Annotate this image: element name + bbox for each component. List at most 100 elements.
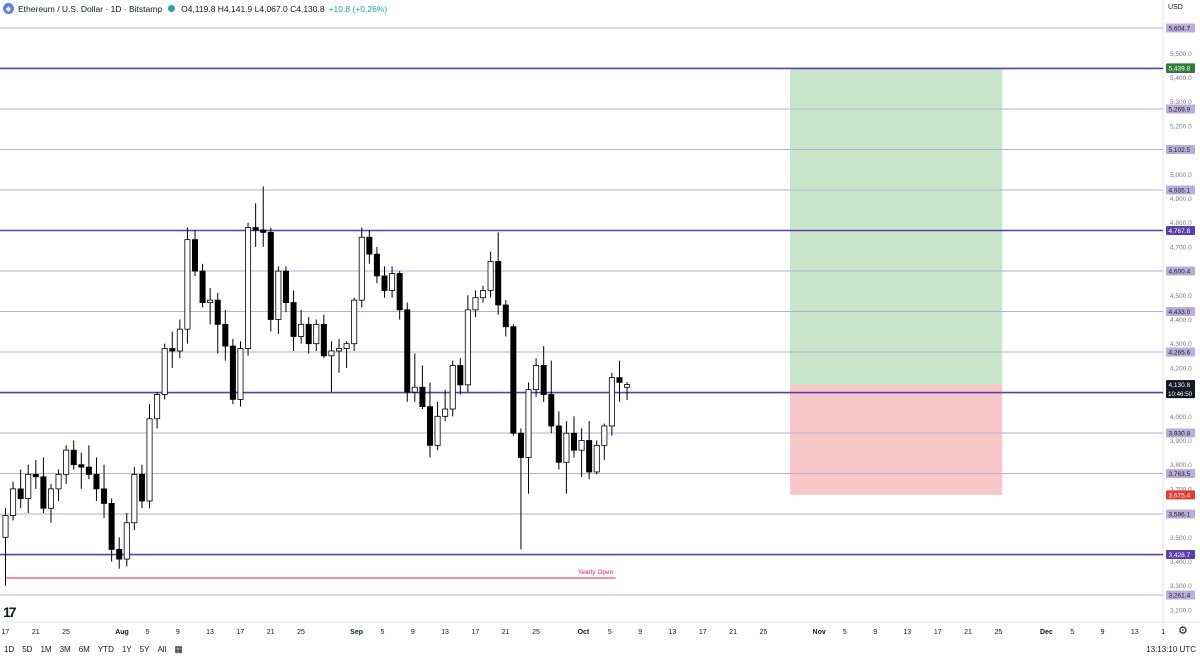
- candle-body: [199, 270, 206, 303]
- price-tick-label: 3,500.0: [1170, 535, 1192, 542]
- time-tick-label: 21: [32, 629, 40, 636]
- target-zone: [790, 67, 1003, 385]
- timeframe-5y[interactable]: 5Y: [139, 644, 150, 654]
- time-tick-label: 25: [532, 629, 540, 636]
- level-tag: [1166, 550, 1195, 560]
- symbol-header: ◆ Ethereum / U.S. Dollar · 1D · Bitstamp…: [0, 0, 1163, 17]
- time-tick-label: 5: [843, 629, 847, 636]
- candle-body: [17, 488, 24, 499]
- candle-body: [548, 394, 555, 427]
- candle-body: [93, 473, 100, 490]
- candle-body: [358, 236, 365, 301]
- candle-body: [40, 476, 47, 509]
- candle-body: [442, 408, 449, 417]
- candle-body: [525, 389, 532, 458]
- currency-label[interactable]: USD: [1168, 4, 1183, 11]
- price-tag: [1166, 490, 1195, 500]
- candle-body: [533, 365, 540, 391]
- level-tag: [1166, 23, 1195, 33]
- candle-body: [419, 386, 426, 408]
- symbol-title[interactable]: Ethereum / U.S. Dollar · 1D · Bitstamp: [18, 3, 163, 14]
- level-tag: [1166, 307, 1195, 317]
- level-tag-label: 3,930.8: [1169, 431, 1191, 438]
- level-tag-label: 5,604.7: [1169, 25, 1191, 32]
- candle-body: [608, 377, 615, 427]
- candle-body: [146, 418, 153, 502]
- candle-body: [101, 488, 108, 504]
- candle-body: [389, 273, 396, 291]
- time-tick-label: 9: [411, 629, 415, 636]
- price-tick-label: 4,400.0: [1170, 317, 1192, 324]
- level-tag-label: 5,102.5: [1169, 147, 1191, 154]
- timeframe-6m[interactable]: 6M: [78, 644, 90, 654]
- time-tick-label: Sep: [350, 629, 363, 636]
- timeframe-3m[interactable]: 3M: [59, 644, 71, 654]
- candle-body: [267, 231, 274, 320]
- timeframe-ytd[interactable]: YTD: [97, 644, 114, 654]
- candle-body: [191, 239, 198, 272]
- candle-body: [123, 522, 130, 560]
- level-tag-label: 3,428.7: [1169, 552, 1191, 559]
- timeframe-1m[interactable]: 1M: [40, 644, 52, 654]
- price-tick-label: 4,800.0: [1170, 220, 1192, 227]
- gear-icon[interactable]: ⚙: [1178, 625, 1188, 637]
- level-tag-label: 4,600.4: [1169, 269, 1191, 276]
- candle-body: [464, 309, 471, 386]
- utc-clock[interactable]: 13:13:10 UTC: [1146, 644, 1196, 654]
- candle-body: [517, 432, 524, 458]
- level-tag-label: 5,269.9: [1169, 106, 1191, 113]
- time-tick-label: 17: [471, 629, 479, 636]
- candle-body: [138, 473, 145, 502]
- candle-body: [169, 348, 176, 352]
- candle-body: [586, 440, 593, 473]
- time-tick-label: 21: [964, 629, 972, 636]
- level-tag: [1166, 428, 1195, 438]
- price-tick-label: 5,300.0: [1170, 99, 1192, 106]
- candle-body: [343, 343, 350, 349]
- candle-body: [207, 299, 214, 303]
- candle-body: [184, 239, 191, 330]
- candle-body: [510, 326, 517, 434]
- ethereum-logo-icon: ◆: [3, 3, 14, 14]
- candle-body: [116, 549, 123, 560]
- level-tag: [1166, 185, 1195, 195]
- time-tick-label: 5: [381, 629, 385, 636]
- candle-body: [373, 253, 380, 277]
- candle-body: [404, 309, 411, 393]
- price-tick-label: 5,000.0: [1170, 172, 1192, 179]
- price-tick-label: 4,900.0: [1170, 196, 1192, 203]
- price-tick-label: 4,000.0: [1170, 414, 1192, 421]
- candle-body: [260, 229, 267, 233]
- countdown-label: 10:46:50: [1168, 391, 1193, 398]
- candle-body: [78, 464, 85, 468]
- level-tag: [1166, 266, 1195, 276]
- price-tick-label: 4,500.0: [1170, 293, 1192, 300]
- candle-body: [2, 515, 9, 538]
- time-tick-label: Nov: [813, 629, 826, 636]
- calendar-icon[interactable]: ▦: [174, 643, 183, 654]
- candle-body: [313, 323, 320, 345]
- time-tick-label: 9: [638, 629, 642, 636]
- timeframe-all[interactable]: All: [157, 644, 167, 654]
- time-tick-label: Aug: [115, 629, 129, 636]
- time-tick-label: 17: [699, 629, 707, 636]
- candle-body: [252, 227, 259, 231]
- price-tag-label: 5,439.8: [1169, 65, 1191, 72]
- candle-body: [601, 425, 608, 446]
- level-tag-label: 4,433.0: [1169, 309, 1191, 316]
- candle-body: [616, 377, 623, 383]
- timeframe-1y[interactable]: 1Y: [121, 644, 132, 654]
- candle-body: [275, 270, 282, 320]
- candle-body: [298, 323, 305, 337]
- timeframe-5d[interactable]: 5D: [22, 644, 33, 654]
- candle-body: [290, 302, 297, 337]
- level-tag-label: 3,763.5: [1169, 471, 1191, 478]
- price-chart[interactable]: Yearly Open 3,200.0 3,300.0 3,400.0 3,500.0 3…: [0, 0, 1200, 640]
- candle-body: [328, 350, 335, 357]
- level-tag-label: 3,596.1: [1169, 512, 1191, 519]
- timeframe-1d[interactable]: 1D: [4, 644, 15, 654]
- time-tick-label: 21: [502, 629, 510, 636]
- candle-body: [563, 432, 570, 463]
- level-tag: [1166, 225, 1195, 235]
- candle-body: [426, 406, 433, 446]
